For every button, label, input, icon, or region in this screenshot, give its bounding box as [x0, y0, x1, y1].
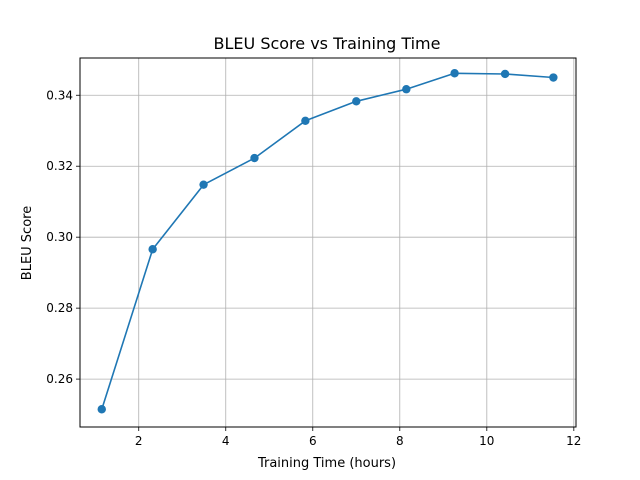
series-layer: [97, 69, 558, 414]
x-tick-label: 12: [566, 434, 581, 448]
y-tick-label: 0.26: [46, 372, 73, 386]
x-tick-label: 4: [222, 434, 230, 448]
x-tick-label: 6: [309, 434, 317, 448]
chart-title: BLEU Score vs Training Time: [214, 34, 441, 53]
data-point: [301, 116, 310, 126]
data-point: [549, 73, 558, 82]
data-point: [352, 97, 361, 106]
data-point: [450, 69, 459, 78]
data-point: [97, 405, 106, 414]
data-point: [402, 85, 411, 94]
x-tick-label: 2: [135, 434, 143, 448]
y-tick-label: 0.32: [46, 159, 73, 173]
y-tick-label: 0.28: [46, 301, 73, 315]
y-tick-label: 0.30: [46, 230, 73, 244]
grid-layer: [80, 58, 576, 427]
data-point: [250, 153, 259, 163]
x-axis-label: Training Time (hours): [257, 456, 396, 471]
y-axis-label: BLEU Score: [20, 206, 35, 280]
data-point: [148, 245, 157, 254]
data-point: [500, 69, 510, 79]
ticks-layer: 2 4 6 8 10 12 0.26 0.28 0.30 0.32 0.34: [46, 88, 581, 448]
plot-frame: [79, 57, 577, 428]
y-tick-label: 0.34: [46, 88, 73, 102]
series-line: [101, 72, 554, 410]
x-tick-label: 8: [396, 434, 404, 448]
x-tick-label: 10: [479, 434, 494, 448]
data-point: [199, 180, 208, 189]
